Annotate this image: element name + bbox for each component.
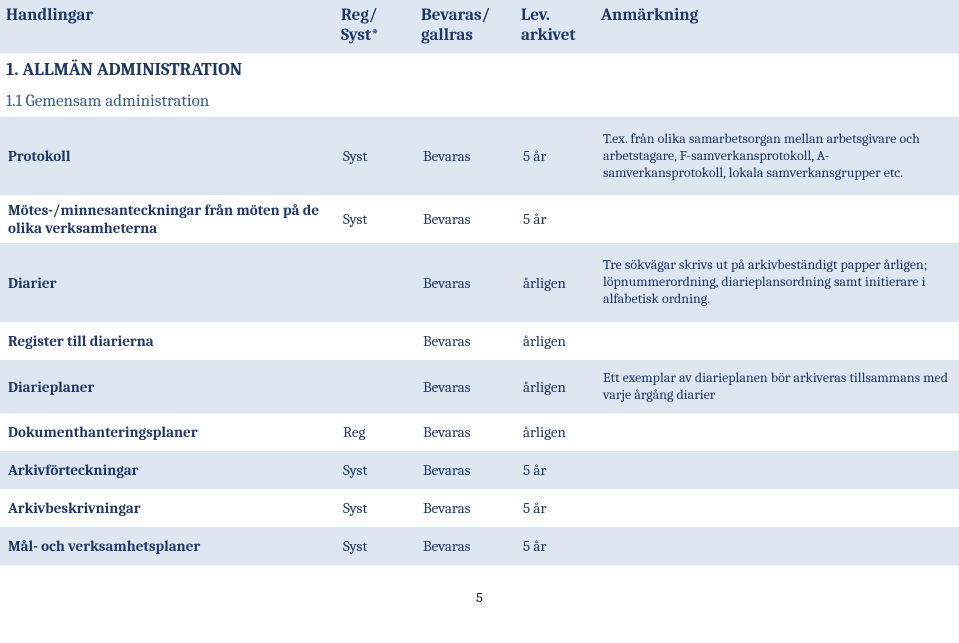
- cell-lev: årligen: [515, 413, 595, 451]
- cell-note: [595, 322, 959, 360]
- table-row: DokumenthanteringsplanerRegBevarasårlige…: [0, 413, 959, 451]
- cell-lev: 5 år: [515, 451, 595, 489]
- table-row: Diarieplaner BevarasårligenEtt exemplar a…: [0, 360, 959, 414]
- cell-reg: Syst: [335, 195, 415, 243]
- cell-lev: 5 år: [515, 527, 595, 565]
- cell-note: Tre sökvägar skrivs ut på arkivbeständig…: [595, 243, 959, 321]
- th-anm-l1: Anmärkning: [601, 6, 953, 26]
- cell-handling: Dokumenthanteringsplaner: [0, 413, 335, 451]
- cell-reg: [335, 322, 415, 360]
- cell-bevaras: Bevaras: [415, 117, 515, 195]
- page-number: 5: [0, 565, 959, 606]
- page: Handlingar Reg/ Syst* Bevaras/ gallras L…: [0, 0, 959, 606]
- cell-handling: Arkivförteckningar: [0, 451, 335, 489]
- heading-row-1: 1. ALLMÄN ADMINISTRATION: [0, 53, 959, 86]
- table-header-row: Handlingar Reg/ Syst* Bevaras/ gallras L…: [0, 0, 959, 53]
- th-reg-syst: Reg/ Syst*: [335, 0, 415, 53]
- cell-handling: Protokoll: [0, 117, 335, 195]
- cell-note: Ett exemplar av diarieplanen bör arkiver…: [595, 360, 959, 414]
- cell-bevaras: Bevaras: [415, 360, 515, 414]
- table-row: Mötes-/minnesanteckningar från möten på …: [0, 195, 959, 243]
- cell-note: [595, 451, 959, 489]
- cell-lev: 5 år: [515, 117, 595, 195]
- heading-row-2: 1.1 Gemensam administration: [0, 86, 959, 117]
- th-reg-l1: Reg/: [341, 6, 409, 26]
- th-bevaras-l1: Bevaras/: [421, 6, 509, 26]
- cell-bevaras: Bevaras: [415, 195, 515, 243]
- heading-1: 1. ALLMÄN ADMINISTRATION: [6, 59, 242, 80]
- cell-reg: [335, 243, 415, 321]
- table-row: ArkivförteckningarSystBevaras5 år: [0, 451, 959, 489]
- cell-note: [595, 489, 959, 527]
- th-reg-l2: Syst*: [341, 26, 409, 46]
- cell-handling: Register till diarierna: [0, 322, 335, 360]
- cell-reg: Reg: [335, 413, 415, 451]
- cell-reg: Syst: [335, 451, 415, 489]
- cell-reg: Syst: [335, 527, 415, 565]
- table-row: ArkivbeskrivningarSystBevaras5 år: [0, 489, 959, 527]
- cell-bevaras: Bevaras: [415, 322, 515, 360]
- table-row: Mål- och verksamhetsplanerSystBevaras5 å…: [0, 527, 959, 565]
- table-row: Register till diarierna Bevarasårligen: [0, 322, 959, 360]
- cell-lev: årligen: [515, 243, 595, 321]
- cell-reg: [335, 360, 415, 414]
- cell-handling: Arkivbeskrivningar: [0, 489, 335, 527]
- cell-handling: Diarier: [0, 243, 335, 321]
- th-handlingar-l1: Handlingar: [6, 6, 329, 26]
- th-handlingar: Handlingar: [0, 0, 335, 53]
- cell-reg: Syst: [335, 117, 415, 195]
- th-lev-l2: arkivet: [521, 26, 589, 46]
- cell-lev: 5 år: [515, 489, 595, 527]
- cell-bevaras: Bevaras: [415, 527, 515, 565]
- th-anm: Anmärkning: [595, 0, 959, 53]
- cell-handling: Mål- och verksamhetsplaner: [0, 527, 335, 565]
- th-lev: Lev. arkivet: [515, 0, 595, 53]
- cell-note: [595, 413, 959, 451]
- heading-2-cell: 1.1 Gemensam administration: [0, 86, 959, 117]
- cell-handling: Mötes-/minnesanteckningar från möten på …: [0, 195, 335, 243]
- cell-note: [595, 195, 959, 243]
- cell-handling: Diarieplaner: [0, 360, 335, 414]
- cell-note: T.ex. från olika samarbetsorgan mellan a…: [595, 117, 959, 195]
- doc-table: Handlingar Reg/ Syst* Bevaras/ gallras L…: [0, 0, 959, 565]
- cell-lev: årligen: [515, 360, 595, 414]
- cell-lev: årligen: [515, 322, 595, 360]
- table-row: ProtokollSystBevaras5 årT.ex. från olika…: [0, 117, 959, 195]
- th-lev-l1: Lev.: [521, 6, 589, 26]
- cell-lev: 5 år: [515, 195, 595, 243]
- heading-1-cell: 1. ALLMÄN ADMINISTRATION: [0, 53, 959, 86]
- th-bevaras: Bevaras/ gallras: [415, 0, 515, 53]
- cell-bevaras: Bevaras: [415, 489, 515, 527]
- th-bevaras-l2: gallras: [421, 26, 509, 46]
- cell-bevaras: Bevaras: [415, 451, 515, 489]
- heading-2: 1.1 Gemensam administration: [6, 92, 209, 111]
- cell-bevaras: Bevaras: [415, 243, 515, 321]
- cell-note: [595, 527, 959, 565]
- cell-reg: Syst: [335, 489, 415, 527]
- cell-bevaras: Bevaras: [415, 413, 515, 451]
- table-row: Diarier BevarasårligenTre sökvägar skrivs…: [0, 243, 959, 321]
